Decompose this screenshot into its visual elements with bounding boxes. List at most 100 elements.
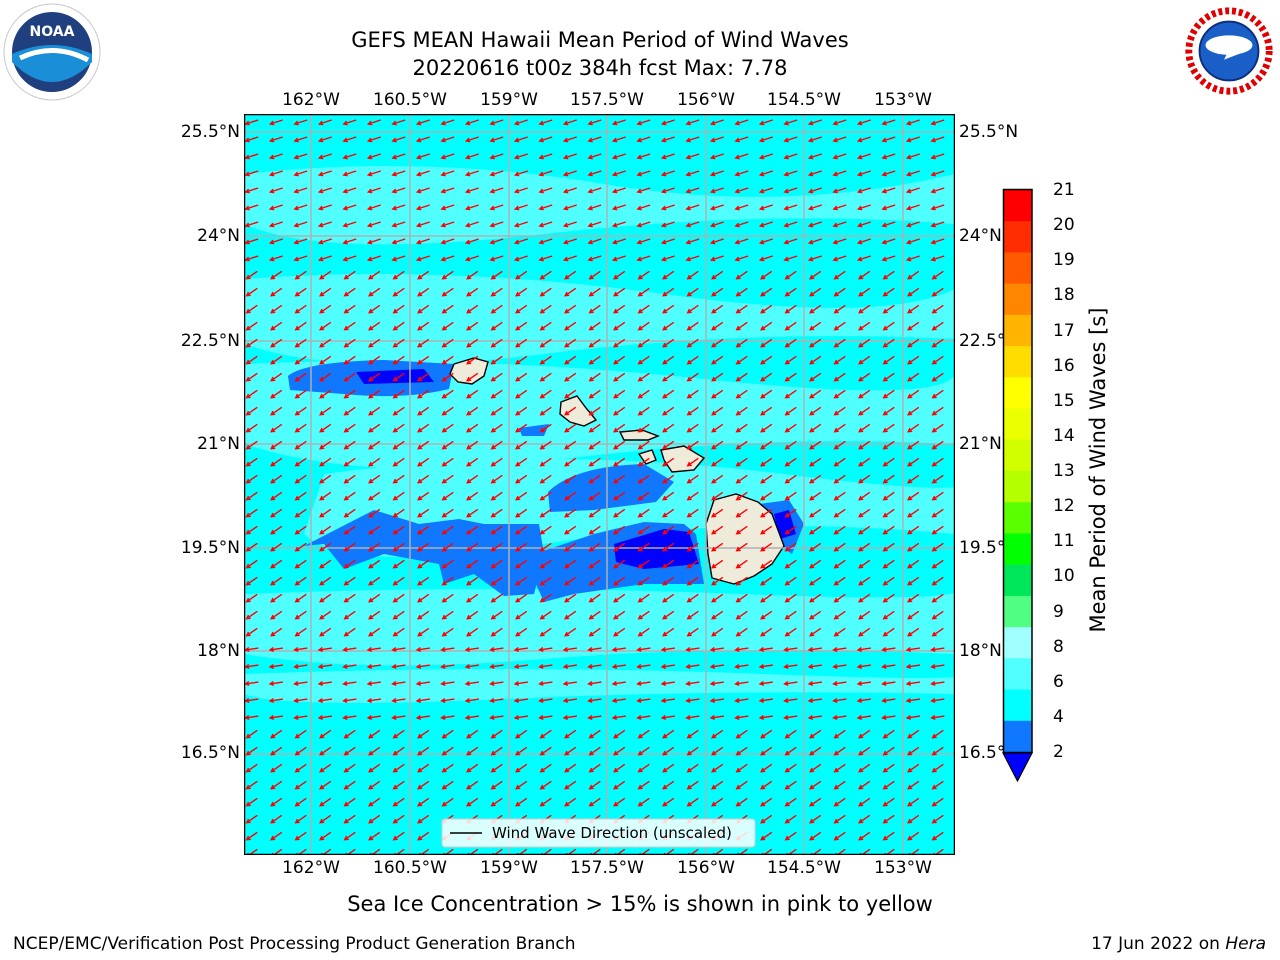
wind-wave-arrow: [662, 559, 675, 569]
wind-wave-arrow: [515, 440, 528, 450]
wind-wave-arrow: [660, 153, 675, 160]
wind-wave-arrow: [392, 287, 405, 297]
wind-wave-arrow: [686, 270, 699, 280]
wind-wave-arrow: [613, 406, 626, 416]
wind-wave-arrow: [294, 814, 307, 824]
wind-wave-arrow: [343, 491, 356, 501]
wind-wave-arrow: [464, 663, 479, 669]
wind-wave-arrow: [293, 119, 308, 126]
wind-wave-arrow: [660, 204, 675, 211]
wind-wave-arrow: [660, 170, 675, 177]
wind-wave-arrow: [270, 440, 283, 450]
wind-wave-arrow: [856, 646, 871, 652]
wind-wave-arrow: [588, 287, 601, 297]
wind-wave-arrow: [515, 338, 528, 348]
wind-wave-arrow: [907, 287, 920, 297]
wind-wave-arrow: [611, 663, 626, 669]
wind-wave-arrow: [268, 170, 283, 177]
wind-wave-arrow: [417, 491, 430, 501]
wind-wave-arrow: [833, 525, 846, 535]
wind-wave-arrow: [368, 746, 381, 756]
wind-wave-arrow: [562, 170, 577, 177]
wind-wave-arrow: [366, 697, 381, 703]
wind-wave-arrow: [319, 627, 332, 637]
wind-wave-arrow: [513, 697, 528, 703]
wind-wave-arrow: [317, 153, 332, 160]
wind-wave-arrow: [245, 440, 258, 450]
colorbar-tick-label: 12: [1053, 496, 1075, 517]
wind-wave-arrow: [268, 680, 283, 686]
wind-wave-arrow: [245, 610, 258, 620]
wind-wave-arrow: [417, 831, 430, 841]
wind-wave-arrow: [466, 746, 479, 756]
wind-wave-arrow: [440, 187, 455, 194]
wind-wave-arrow: [343, 542, 356, 552]
wind-wave-arrow: [907, 474, 920, 484]
wind-wave-arrow: [931, 593, 944, 603]
wind-wave-arrow: [368, 423, 381, 433]
map-title: GEFS MEAN Hawaii Mean Period of Wind Wav…: [351, 28, 849, 52]
wind-wave-arrow: [637, 372, 650, 382]
wind-wave-arrow: [245, 559, 258, 569]
wind-wave-arrow: [907, 372, 920, 382]
wind-wave-arrow: [882, 763, 895, 773]
wind-wave-arrow: [441, 406, 454, 416]
wind-wave-arrow: [244, 136, 259, 143]
wind-wave-arrow: [907, 746, 920, 756]
wind-wave-arrow: [636, 646, 651, 652]
lon-label-top: 157.5°W: [570, 90, 644, 110]
wind-wave-arrow: [343, 389, 356, 399]
wind-wave-arrow: [833, 831, 846, 841]
wind-wave-arrow: [711, 321, 724, 331]
wind-wave-arrow: [760, 406, 773, 416]
wind-wave-arrow: [711, 610, 724, 620]
wind-wave-arrow: [685, 238, 700, 245]
wind-wave-arrow: [317, 697, 332, 703]
wind-wave-arrow: [417, 372, 430, 382]
wind-wave-arrow: [709, 187, 724, 194]
wind-wave-arrow: [490, 304, 503, 314]
wind-wave-arrow: [268, 187, 283, 194]
wind-wave-arrow: [905, 663, 920, 669]
wind-wave-arrow: [660, 238, 675, 245]
wind-wave-arrow: [440, 238, 455, 245]
footer-left: NCEP/EMC/Verification Post Processing Pr…: [13, 934, 576, 954]
colorbar-band: [1004, 439, 1032, 472]
footer-right: 17 Jun 2022 on Hera: [1091, 934, 1266, 954]
wind-wave-arrow: [685, 255, 700, 262]
wind-wave-arrow: [417, 542, 430, 552]
wind-wave-arrow: [662, 389, 675, 399]
wind-wave-arrow: [760, 287, 773, 297]
wind-wave-arrow: [415, 170, 430, 177]
wind-wave-arrow: [515, 304, 528, 314]
wind-wave-arrow: [760, 508, 773, 518]
wind-wave-arrow: [343, 746, 356, 756]
wind-wave-arrow: [293, 221, 308, 228]
wind-wave-arrow: [245, 423, 258, 433]
wind-wave-arrow: [392, 491, 405, 501]
wind-wave-arrow: [342, 221, 357, 228]
wind-wave-arrow: [270, 746, 283, 756]
wind-wave-arrow: [343, 338, 356, 348]
wind-wave-arrow: [270, 338, 283, 348]
wind-wave-arrow: [637, 457, 650, 467]
wind-wave-arrow: [417, 729, 430, 739]
wind-wave-arrow: [833, 474, 846, 484]
wind-wave-arrow: [735, 287, 748, 297]
wind-wave-arrow: [515, 270, 528, 280]
wind-wave-arrow: [588, 763, 601, 773]
wind-wave-arrow: [685, 119, 700, 126]
wind-wave-arrow: [784, 423, 797, 433]
wind-wave-arrow: [392, 627, 405, 637]
wind-wave-arrow: [832, 646, 847, 652]
wind-wave-arrow: [735, 304, 748, 314]
wind-wave-arrow: [415, 221, 430, 228]
wind-wave-arrow: [637, 525, 650, 535]
wind-wave-arrow: [343, 610, 356, 620]
wind-wave-arrow: [513, 238, 528, 245]
wind-wave-arrow: [515, 508, 528, 518]
wind-wave-arrow: [783, 187, 798, 194]
wind-wave-arrow: [882, 389, 895, 399]
wind-wave-arrow: [662, 372, 675, 382]
wind-wave-arrow: [611, 187, 626, 194]
